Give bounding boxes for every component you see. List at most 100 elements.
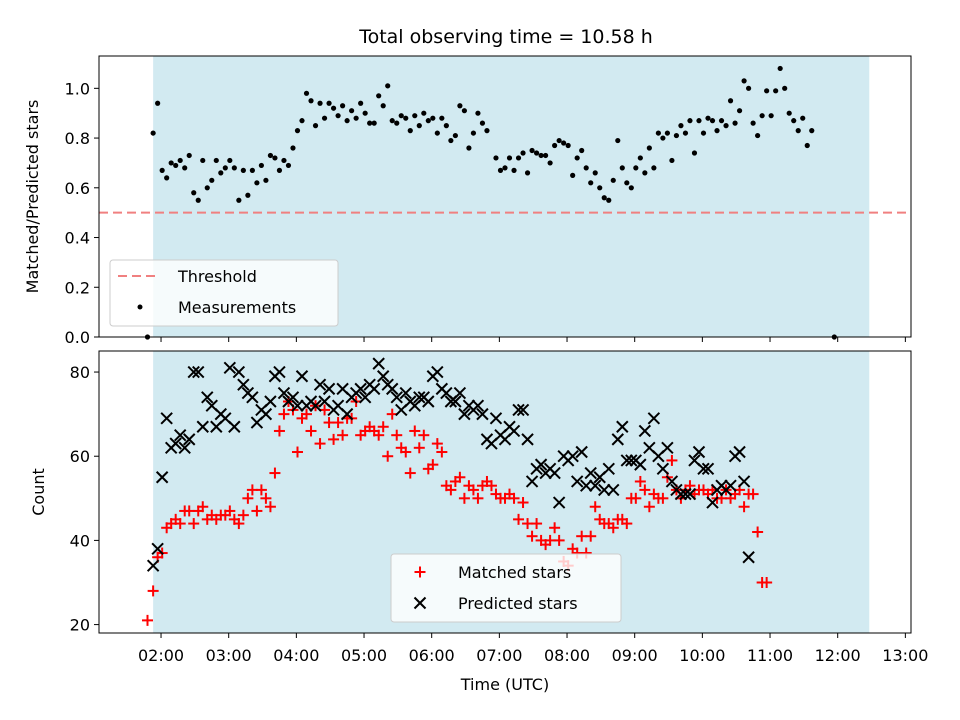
measurement-point — [443, 123, 449, 129]
matched-star-point — [301, 408, 313, 420]
predicted-star-point — [674, 487, 688, 501]
measurement-point — [470, 130, 477, 136]
matched-star-point — [382, 450, 394, 462]
measurement-point — [588, 180, 594, 186]
matched-star-point — [391, 429, 403, 441]
predicted-star-point — [228, 420, 241, 433]
measurement-point — [755, 132, 761, 139]
predicted-star-point — [512, 403, 525, 417]
predicted-star-point — [724, 479, 737, 492]
predicted-star-point — [620, 454, 634, 467]
measurement-point — [736, 108, 743, 114]
legend-predicted-marker — [413, 596, 427, 610]
measurement-point — [245, 192, 251, 198]
measurement-point — [750, 120, 756, 126]
measurement-point — [552, 142, 558, 149]
measurement-point — [425, 118, 431, 124]
predicted-star-point — [665, 475, 679, 488]
measurement-point — [344, 118, 350, 124]
measurement-point — [155, 100, 161, 106]
measurement-point — [696, 118, 702, 124]
matched-star-point — [174, 518, 186, 530]
matched-star-point — [413, 442, 425, 454]
measurement-point — [358, 100, 364, 106]
measurement-point — [204, 185, 210, 191]
predicted-star-point — [422, 395, 435, 408]
measurement-point — [349, 108, 355, 114]
measurement-point — [200, 157, 206, 164]
measurement-point — [182, 165, 188, 171]
predicted-star-point — [697, 462, 710, 476]
measurement-point — [294, 128, 301, 134]
measurement-point — [732, 120, 738, 126]
predicted-star-point — [246, 391, 259, 404]
measurement-point — [773, 88, 779, 94]
measurement-point — [714, 128, 720, 134]
matched-star-point — [255, 484, 267, 496]
measurement-point — [290, 145, 296, 151]
matched-star-point — [630, 492, 642, 504]
ratio-y-tick-label: 0.6 — [65, 179, 90, 198]
ratio-y-tick-label: 0.0 — [65, 328, 90, 347]
legend-matched-marker — [414, 566, 426, 578]
matched-star-point — [305, 425, 317, 437]
matched-star-point — [472, 492, 484, 504]
measurement-point — [479, 120, 486, 126]
chart-title: Total observing time = 10.58 h — [358, 26, 653, 48]
measurement-point — [511, 167, 517, 173]
measurement-point — [601, 195, 607, 201]
ratio-y-tick-label: 0.8 — [65, 129, 90, 148]
measurement-point — [195, 197, 201, 203]
measurement-point — [795, 128, 801, 134]
predicted-star-point — [413, 391, 426, 404]
legend-matched-sample — [414, 566, 426, 578]
measurement-point — [524, 170, 531, 176]
measurement-point — [461, 108, 467, 114]
matched-star-point — [314, 438, 326, 450]
predicted-star-point — [656, 462, 670, 476]
predicted-star-point — [173, 428, 187, 442]
measurement-point — [317, 100, 323, 106]
measurement-point — [380, 103, 386, 109]
measurement-point — [538, 152, 544, 159]
predicted-star-point — [737, 475, 751, 488]
count-legend-box — [390, 553, 622, 623]
measurement-point — [164, 175, 170, 181]
measurement-point — [177, 157, 183, 164]
ratio-panel: 0.0 0.2 0.4 0.6 0.8 1.0 Matched/Predicted sta… — [23, 55, 912, 347]
measurement-point — [570, 172, 576, 178]
matched-star-point — [467, 484, 479, 496]
measurement-point — [285, 162, 292, 169]
matched-star-point — [657, 492, 669, 504]
predicted-star-point — [169, 437, 182, 450]
measurement-point — [678, 123, 684, 129]
measurement-point — [651, 165, 657, 171]
measurement-point — [303, 90, 310, 96]
ratio-x-ticks — [160, 337, 906, 342]
count-y-tick-label: 80 — [70, 363, 90, 382]
measurement-point — [624, 180, 630, 186]
matched-star-point — [242, 492, 254, 504]
predicted-star-point — [277, 386, 291, 400]
measurement-point — [664, 130, 671, 136]
predicted-star-point — [322, 382, 336, 396]
legend-measurements-label: Measurements — [178, 298, 296, 317]
measurement-point — [434, 130, 440, 136]
legend-threshold-label: Threshold — [177, 267, 257, 286]
matched-star-point — [269, 467, 281, 479]
measurement-point — [159, 167, 165, 173]
matched-star-point — [549, 522, 561, 534]
measurement-point — [362, 110, 368, 116]
predicted-star-point — [273, 365, 286, 379]
predicted-star-point — [295, 370, 309, 383]
measurement-point — [173, 162, 179, 169]
predicted-star-point — [548, 466, 561, 480]
measurement-point — [809, 128, 815, 134]
measurement-point — [258, 162, 264, 169]
predicted-star-point — [534, 458, 548, 471]
count-y-axis-label: Count — [29, 468, 48, 516]
matched-star-point — [291, 446, 303, 458]
predicted-star-point — [372, 357, 385, 370]
matched-star-point — [264, 501, 276, 513]
predicted-star-point — [354, 382, 367, 396]
